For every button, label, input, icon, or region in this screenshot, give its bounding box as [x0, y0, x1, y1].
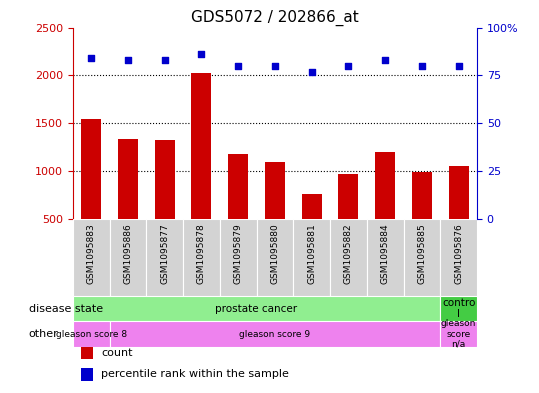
Bar: [440, 296, 477, 321]
Bar: [265, 162, 285, 267]
Bar: [440, 219, 477, 296]
Bar: [228, 154, 248, 267]
Bar: [191, 73, 211, 267]
Bar: [155, 140, 175, 267]
Text: gleason score 8: gleason score 8: [56, 330, 127, 338]
Bar: [81, 368, 93, 380]
Point: [123, 57, 132, 63]
Point: [87, 55, 95, 61]
Bar: [118, 139, 138, 267]
Bar: [220, 219, 257, 296]
Bar: [73, 219, 109, 296]
Bar: [301, 194, 322, 267]
Text: GSM1095884: GSM1095884: [381, 223, 390, 284]
Point: [197, 51, 206, 57]
Point: [344, 62, 353, 69]
Bar: [81, 347, 93, 360]
Text: disease state: disease state: [29, 303, 103, 314]
Bar: [367, 219, 404, 296]
Point: [454, 62, 463, 69]
Bar: [293, 219, 330, 296]
Bar: [109, 219, 146, 296]
Text: other: other: [29, 329, 58, 339]
Bar: [330, 219, 367, 296]
Text: GSM1095879: GSM1095879: [233, 223, 243, 284]
Bar: [73, 321, 109, 347]
Point: [418, 62, 426, 69]
Text: contro
l: contro l: [442, 298, 475, 319]
Point: [307, 68, 316, 75]
Text: count: count: [101, 347, 133, 358]
Text: GSM1095877: GSM1095877: [160, 223, 169, 284]
Bar: [448, 166, 469, 267]
Text: GSM1095881: GSM1095881: [307, 223, 316, 284]
Bar: [440, 321, 477, 347]
Point: [271, 62, 279, 69]
Text: gleason
score
n/a: gleason score n/a: [441, 319, 476, 349]
Bar: [257, 219, 293, 296]
Bar: [404, 219, 440, 296]
Point: [234, 62, 243, 69]
Point: [160, 57, 169, 63]
Text: gleason score 9: gleason score 9: [239, 330, 310, 338]
Text: GSM1095876: GSM1095876: [454, 223, 463, 284]
Bar: [146, 219, 183, 296]
Bar: [375, 152, 395, 267]
Text: GSM1095880: GSM1095880: [271, 223, 279, 284]
Text: GSM1095885: GSM1095885: [417, 223, 426, 284]
Text: percentile rank within the sample: percentile rank within the sample: [101, 369, 289, 378]
Text: GSM1095878: GSM1095878: [197, 223, 206, 284]
Bar: [412, 172, 432, 267]
Text: GSM1095883: GSM1095883: [87, 223, 95, 284]
Text: prostate cancer: prostate cancer: [216, 303, 298, 314]
Bar: [81, 119, 101, 267]
Text: GSM1095886: GSM1095886: [123, 223, 133, 284]
Bar: [109, 321, 440, 347]
Bar: [338, 174, 358, 267]
Bar: [183, 219, 220, 296]
Point: [381, 57, 390, 63]
Text: GSM1095882: GSM1095882: [344, 223, 353, 284]
Title: GDS5072 / 202866_at: GDS5072 / 202866_at: [191, 10, 359, 26]
